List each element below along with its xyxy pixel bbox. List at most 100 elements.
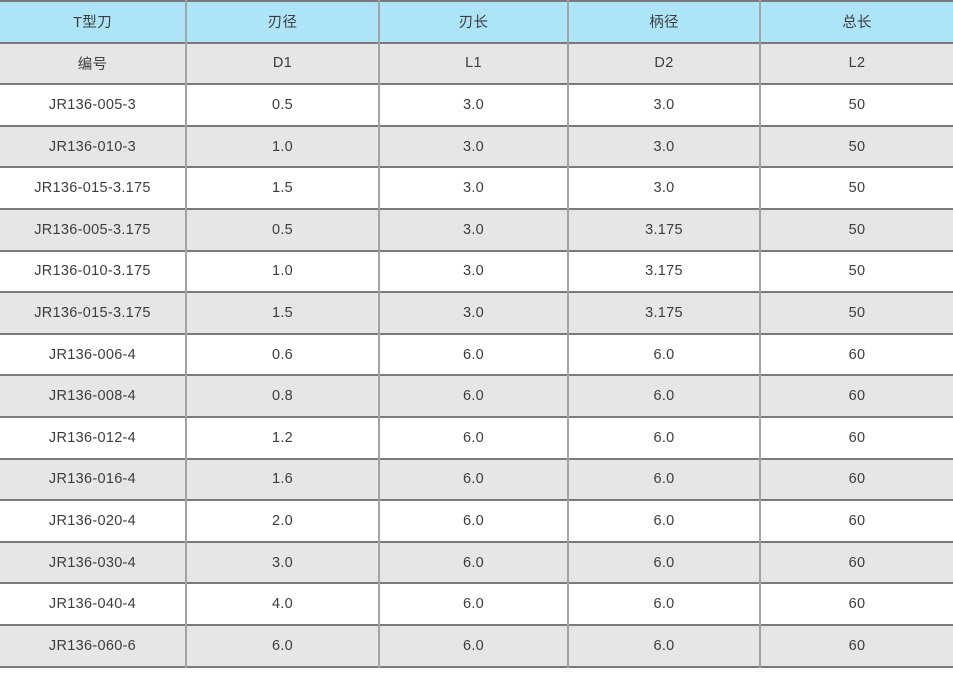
- d2-value-cell: 6.0: [568, 583, 761, 625]
- d1-value-cell: 1.2: [186, 416, 380, 459]
- d1-value-cell: 1.0: [186, 250, 380, 293]
- d2-value-cell: 3.175: [568, 292, 761, 334]
- d1-value-cell: 0.6: [186, 333, 380, 376]
- d1-value-cell: 1.5: [186, 292, 380, 334]
- table-row: JR136-015-3.175 1.5 3.0 3.175 50: [0, 292, 953, 334]
- l2-value-cell: 50: [760, 292, 953, 334]
- l2-value-cell: 60: [760, 375, 953, 417]
- l2-value-cell: 60: [760, 458, 953, 501]
- l2-value-cell: 50: [760, 208, 953, 251]
- part-number-cell: JR136-006-4: [0, 333, 187, 376]
- part-number-cell: JR136-010-3.175: [0, 250, 187, 293]
- column-header-blade-diameter: 刃径: [186, 1, 380, 43]
- column-header-l2: L2: [760, 42, 953, 85]
- d1-value-cell: 1.5: [186, 167, 380, 209]
- table-row: JR136-008-4 0.8 6.0 6.0 60: [0, 375, 953, 417]
- table-row: JR136-020-4 2.0 6.0 6.0 60: [0, 500, 953, 542]
- part-number-cell: JR136-010-3: [0, 125, 187, 168]
- column-header-d1: D1: [186, 42, 380, 85]
- column-header-part-number: 编号: [0, 42, 187, 85]
- part-number-cell: JR136-030-4: [0, 541, 187, 584]
- table-row: JR136-012-4 1.2 6.0 6.0 60: [0, 416, 953, 459]
- l2-value-cell: 60: [760, 541, 953, 584]
- part-number-cell: JR136-016-4: [0, 458, 187, 501]
- l1-value-cell: 6.0: [379, 333, 569, 376]
- l1-value-cell: 3.0: [379, 250, 569, 293]
- table-row: JR136-030-4 3.0 6.0 6.0 60: [0, 541, 953, 584]
- part-number-cell: JR136-012-4: [0, 416, 187, 459]
- d2-value-cell: 6.0: [568, 541, 761, 584]
- l2-value-cell: 50: [760, 250, 953, 293]
- l2-value-cell: 50: [760, 167, 953, 209]
- part-number-cell: JR136-008-4: [0, 375, 187, 417]
- l1-value-cell: 6.0: [379, 375, 569, 417]
- part-number-cell: JR136-020-4: [0, 500, 187, 542]
- l1-value-cell: 6.0: [379, 583, 569, 625]
- d1-value-cell: 1.0: [186, 125, 380, 168]
- d1-value-cell: 0.5: [186, 84, 380, 126]
- l2-value-cell: 50: [760, 84, 953, 126]
- d2-value-cell: 6.0: [568, 500, 761, 542]
- d1-value-cell: 4.0: [186, 583, 380, 625]
- table-header: T型刀 刃径 刃长 柄径 总长 编号 D1 L1 D2 L2: [0, 1, 953, 85]
- d1-value-cell: 6.0: [186, 624, 380, 667]
- part-number-cell: JR136-005-3: [0, 84, 187, 126]
- l2-value-cell: 60: [760, 624, 953, 667]
- l1-value-cell: 3.0: [379, 84, 569, 126]
- d2-value-cell: 6.0: [568, 416, 761, 459]
- l2-value-cell: 60: [760, 333, 953, 376]
- l1-value-cell: 3.0: [379, 125, 569, 168]
- part-number-cell: JR136-015-3.175: [0, 167, 187, 209]
- table-row: JR136-005-3.175 0.5 3.0 3.175 50: [0, 208, 953, 251]
- column-header-d2: D2: [568, 42, 761, 85]
- l2-value-cell: 60: [760, 500, 953, 542]
- l1-value-cell: 6.0: [379, 500, 569, 542]
- l2-value-cell: 60: [760, 583, 953, 625]
- table-row: JR136-060-6 6.0 6.0 6.0 60: [0, 624, 953, 667]
- l1-value-cell: 3.0: [379, 167, 569, 209]
- part-number-cell: JR136-060-6: [0, 624, 187, 667]
- column-header-total-length: 总长: [760, 1, 953, 43]
- l1-value-cell: 6.0: [379, 624, 569, 667]
- d2-value-cell: 3.0: [568, 84, 761, 126]
- table-row: JR136-006-4 0.6 6.0 6.0 60: [0, 333, 953, 376]
- part-number-cell: JR136-005-3.175: [0, 208, 187, 251]
- d2-value-cell: 6.0: [568, 624, 761, 667]
- column-header-blade-length: 刃长: [379, 1, 569, 43]
- l1-value-cell: 3.0: [379, 208, 569, 251]
- header-row-symbols: 编号 D1 L1 D2 L2: [0, 42, 953, 85]
- table-row: JR136-016-4 1.6 6.0 6.0 60: [0, 458, 953, 501]
- d2-value-cell: 3.0: [568, 167, 761, 209]
- d2-value-cell: 6.0: [568, 375, 761, 417]
- l1-value-cell: 3.0: [379, 292, 569, 334]
- d2-value-cell: 3.175: [568, 250, 761, 293]
- d2-value-cell: 6.0: [568, 458, 761, 501]
- column-header-tool-type: T型刀: [0, 1, 187, 43]
- header-row-chinese: T型刀 刃径 刃长 柄径 总长: [0, 1, 953, 43]
- l2-value-cell: 50: [760, 125, 953, 168]
- d1-value-cell: 3.0: [186, 541, 380, 584]
- table-body: JR136-005-3 0.5 3.0 3.0 50 JR136-010-3 1.0 3.0 3…: [0, 84, 953, 667]
- l1-value-cell: 6.0: [379, 458, 569, 501]
- table-row: JR136-015-3.175 1.5 3.0 3.0 50: [0, 167, 953, 209]
- l1-value-cell: 6.0: [379, 541, 569, 584]
- d2-value-cell: 3.175: [568, 208, 761, 251]
- d1-value-cell: 2.0: [186, 500, 380, 542]
- column-header-l1: L1: [379, 42, 569, 85]
- column-header-shank-diameter: 柄径: [568, 1, 761, 43]
- l1-value-cell: 6.0: [379, 416, 569, 459]
- l2-value-cell: 60: [760, 416, 953, 459]
- table-row: JR136-010-3.175 1.0 3.0 3.175 50: [0, 250, 953, 293]
- table-row: JR136-010-3 1.0 3.0 3.0 50: [0, 125, 953, 168]
- table-row: JR136-040-4 4.0 6.0 6.0 60: [0, 583, 953, 625]
- d1-value-cell: 0.5: [186, 208, 380, 251]
- d1-value-cell: 0.8: [186, 375, 380, 417]
- d2-value-cell: 6.0: [568, 333, 761, 376]
- part-number-cell: JR136-040-4: [0, 583, 187, 625]
- table-row: JR136-005-3 0.5 3.0 3.0 50: [0, 84, 953, 126]
- d2-value-cell: 3.0: [568, 125, 761, 168]
- d1-value-cell: 1.6: [186, 458, 380, 501]
- part-number-cell: JR136-015-3.175: [0, 292, 187, 334]
